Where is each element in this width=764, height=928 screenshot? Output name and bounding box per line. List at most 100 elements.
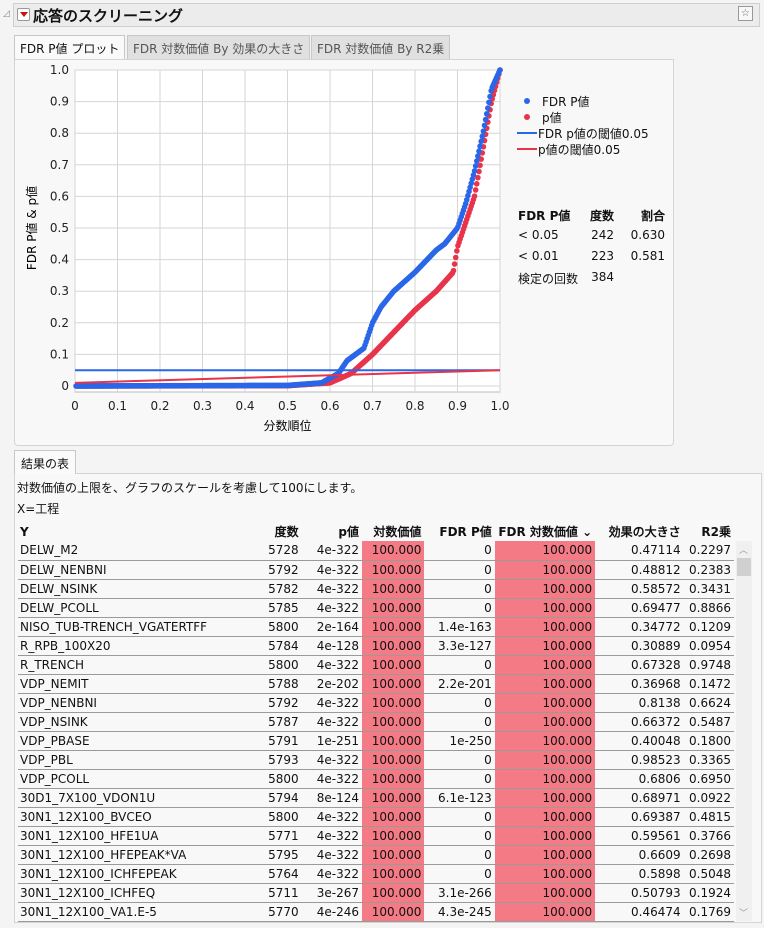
x-tick-label: 0.1 [108, 399, 127, 413]
p-value-point [454, 248, 460, 254]
column-header[interactable]: FDR P値 [439, 525, 492, 539]
table-cell: 5800 [241, 617, 302, 637]
x-tick-label: 0.9 [448, 399, 467, 413]
legend-item[interactable]: p値の閾値0.05 [517, 141, 649, 157]
table-cell: 0.5048 [683, 864, 734, 884]
table-row[interactable]: 30N1_12X100_ICHFEQ 5711 3e-267 100.000 3.1e-… [18, 883, 734, 903]
table-cell: 4e-322 [301, 807, 362, 827]
table-row[interactable]: 30D1_7X100_VDON1U 5794 8e-124 100.000 6.1e-1… [18, 788, 734, 808]
table-row[interactable]: DELW_PCOLL 5785 4e-322 100.000 0 100.000 0.694… [18, 598, 734, 618]
fdr-p-value-point [472, 163, 479, 169]
table-cell: 4e-322 [301, 579, 362, 599]
summary-cell: < 0.05 [518, 228, 559, 242]
table-row[interactable]: VDP_NEMIT 5788 2e-202 100.000 2.2e-201 100.00… [18, 674, 734, 694]
column-header[interactable]: 効果の大きさ [608, 525, 681, 539]
table-cell: 0.48812 [595, 560, 684, 580]
red-triangle-menu-icon[interactable] [17, 8, 30, 21]
table-cell: 0 [424, 598, 495, 618]
y-tick-label: 0.7 [50, 158, 69, 172]
table-cell: 30N1_12X100_ICHFEQ [18, 883, 242, 903]
tab-fdr-logworth-by-r2[interactable]: FDR 対数価値 By R2乗 [311, 35, 451, 60]
x-tick-label: 0.2 [150, 399, 169, 413]
table-cell: 0.1769 [683, 902, 734, 922]
table-row[interactable]: 30N1_12X100_VA1.E-5 5770 4e-246 100.000 4.3e… [18, 902, 734, 922]
table-cell: 100.000 [494, 845, 596, 865]
table-row[interactable]: 30N1_12X100_BVCEO 5800 4e-322 100.000 0 100.0… [18, 807, 734, 827]
table-cell: 4e-322 [301, 655, 362, 675]
table-cell: 100.000 [494, 560, 596, 580]
legend-item[interactable]: p値 [520, 109, 649, 125]
table-cell: 100.000 [494, 541, 596, 561]
column-header[interactable]: R2乗 [701, 525, 731, 539]
table-cell: 1e-250 [424, 731, 495, 751]
legend-item[interactable]: FDR P値 [520, 93, 649, 109]
legend-item[interactable]: FDR p値の閾値0.05 [517, 125, 649, 141]
table-row[interactable]: VDP_PCOLL 5800 4e-322 100.000 0 100.000 0.6806… [18, 769, 734, 789]
x-tick-label: 0 [71, 399, 79, 413]
p-value-point [473, 181, 480, 187]
table-cell: 0.4815 [683, 807, 734, 827]
table-row[interactable]: DELW_NSINK 5782 4e-322 100.000 0 100.000 0.585… [18, 579, 734, 599]
table-row[interactable]: DELW_NENBNI 5792 4e-322 100.000 0 100.000 0.48… [18, 560, 734, 580]
table-cell: 2e-202 [301, 674, 362, 694]
table-cell: 0 [424, 845, 495, 865]
p-value-point [472, 187, 479, 193]
table-cell: 0.6624 [683, 693, 734, 713]
tab-fdr-p-plot[interactable]: FDR P値 プロット [14, 35, 126, 61]
table-cell: 0.0954 [683, 636, 734, 656]
table-row[interactable]: 30N1_12X100_ICHFEPEAK 5764 4e-322 100.000 0 1… [18, 864, 734, 884]
column-header[interactable]: p値 [338, 525, 359, 539]
legend-label: FDR P値 [542, 94, 590, 109]
table-cell: 30D1_7X100_VDON1U [18, 788, 242, 808]
pin-icon[interactable]: ☆ [738, 6, 753, 21]
table-cell: 5791 [241, 731, 302, 751]
y-axis-label: FDR P値 & p値 [24, 186, 39, 270]
table-row[interactable]: 30N1_12X100_HFE1UA 5771 4e-322 100.000 0 100.… [18, 826, 734, 846]
table-row[interactable]: R_RPB_100X20 5784 4e-128 100.000 3.3e-127 100… [18, 636, 734, 656]
table-cell: 0.3431 [683, 579, 734, 599]
table-cell: 100.000 [361, 655, 425, 675]
table-row[interactable]: DELW_M2 5728 4e-322 100.000 0 100.000 0.47114 0… [18, 541, 734, 561]
x-tick-label: 0.8 [405, 399, 424, 413]
table-row[interactable]: VDP_PBL 5793 4e-322 100.000 0 100.000 0.98523 0… [18, 750, 734, 770]
summary-cell: < 0.01 [518, 249, 559, 263]
table-row[interactable]: 30N1_12X100_HFEPEAK*VA 5795 4e-322 100.000 0… [18, 845, 734, 865]
table-row[interactable]: VDP_PBASE 5791 1e-251 100.000 1e-250 100.000 0… [18, 731, 734, 751]
table-cell: 100.000 [361, 769, 425, 789]
table-row[interactable]: VDP_NENBNI 5792 4e-322 100.000 0 100.000 0.813… [18, 693, 734, 713]
table-cell: 0.30889 [595, 636, 684, 656]
table-row[interactable]: NISO_TUB-TRENCH_VGATERTFF 5800 2e-164 100.0… [18, 617, 734, 637]
table-cell: 3.3e-127 [424, 636, 495, 656]
table-cell: 0.8138 [595, 693, 684, 713]
tab-fdr-logworth-by-effect[interactable]: FDR 対数価値 By 効果の大きさ [127, 35, 311, 60]
table-cell: DELW_PCOLL [18, 598, 242, 618]
column-header[interactable]: 対数価値 [373, 525, 422, 539]
table-cell: 6.1e-123 [424, 788, 495, 808]
scroll-up-icon[interactable]: ︿ [739, 546, 749, 556]
table-row[interactable]: VDP_NSINK 5787 4e-322 100.000 0 100.000 0.6637… [18, 712, 734, 732]
table-cell: 0.98523 [595, 750, 684, 770]
table-cell: 0.36968 [595, 674, 684, 694]
x-tick-label: 0.3 [193, 399, 212, 413]
fdr-p-value-point [476, 148, 482, 154]
collapse-triangle-icon[interactable]: ◿ [3, 9, 10, 19]
column-header[interactable]: FDR 対数価値 ⌄ [498, 525, 593, 539]
table-cell: 5787 [241, 712, 302, 732]
column-header[interactable]: 度数 [274, 525, 299, 539]
table-cell: 4e-128 [301, 636, 362, 656]
table-cell: 100.000 [361, 674, 425, 694]
tests-label: 検定の回数 [518, 272, 579, 286]
table-cell: 100.000 [494, 750, 596, 770]
tab-results-table[interactable]: 結果の表 [14, 450, 77, 474]
x-axis-label: 分数順位 [263, 418, 311, 433]
table-cell: 5788 [241, 674, 302, 694]
table-cell: 0.6609 [595, 845, 684, 865]
scrollbar-thumb[interactable] [737, 558, 751, 576]
column-header[interactable]: Y [20, 524, 29, 539]
table-cell: R_TRENCH [18, 655, 242, 675]
table-cell: VDP_NENBNI [18, 693, 242, 713]
scroll-down-icon[interactable]: ﹀ [739, 909, 749, 919]
vertical-scrollbar[interactable] [736, 541, 752, 921]
table-cell: 5792 [241, 693, 302, 713]
table-row[interactable]: R_TRENCH 5800 4e-322 100.000 0 100.000 0.67328… [18, 655, 734, 675]
